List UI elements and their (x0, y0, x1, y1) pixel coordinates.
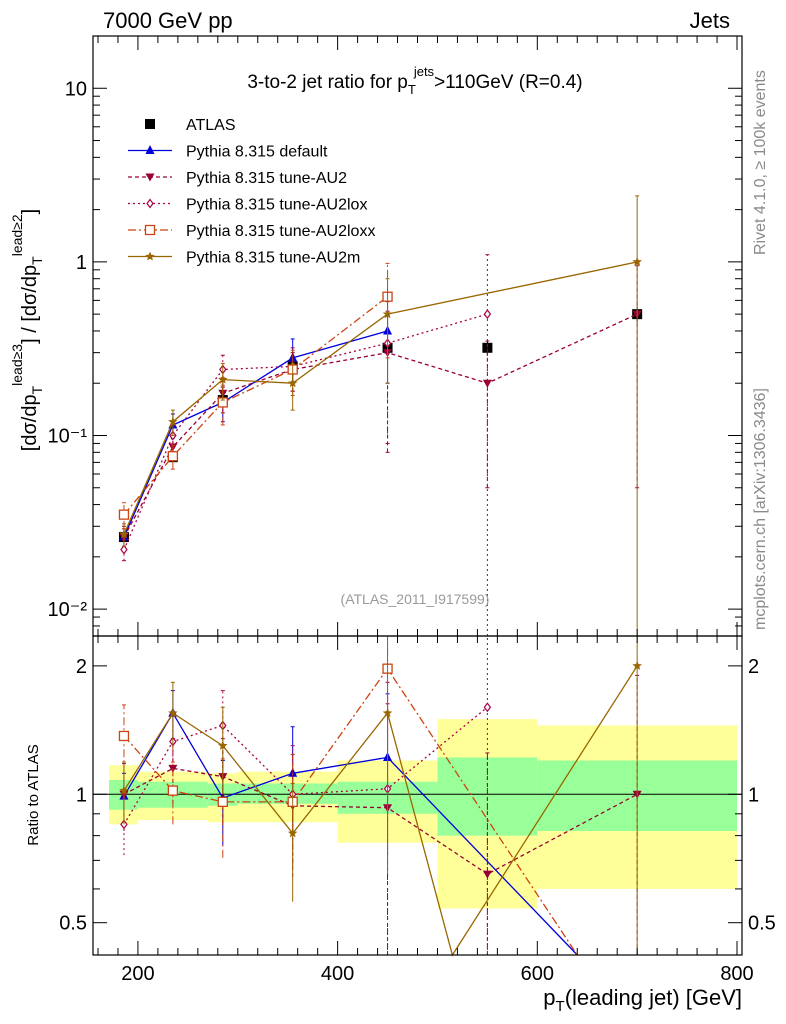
ratio-y-tick-label-right: 2 (748, 656, 759, 678)
title-part-a: 3-to-2 jet ratio for p (247, 72, 408, 93)
legend-label-0: ATLAS (186, 117, 236, 134)
x-tick-label: 800 (720, 963, 753, 985)
main-y-tick-label: 10⁻¹ (48, 425, 88, 447)
ratio-bands (93, 719, 742, 909)
legend-label-5: Pythia 8.315 tune-AU2m (186, 250, 360, 267)
legend-marker-1 (145, 145, 155, 154)
main-axis-ticks: 10 1 10⁻¹ 10⁻² (48, 35, 742, 637)
ratio-y-tick-label-left: 2 (76, 656, 87, 678)
legend-label-1: Pythia 8.315 default (186, 144, 328, 161)
data-point-5-0 (119, 529, 129, 539)
legend: ATLAS Pythia 8.315 default Pythia 8.315 tu… (128, 117, 375, 267)
series-line-1 (123, 330, 388, 538)
legend-marker-5 (145, 251, 155, 261)
ratio-point-2-5 (483, 702, 492, 713)
ratio-point-4-2 (218, 740, 228, 750)
ratio-point-3-1 (167, 785, 179, 796)
series-0 (118, 306, 643, 543)
legend-label-4: Pythia 8.315 tune-AU2loxx (186, 223, 375, 240)
xlabel-a: p (543, 985, 555, 1010)
ratio-point-4-0 (119, 785, 129, 795)
side-label-bottom: mcplots.cern.ch [arXiv:1306.3436] (752, 388, 769, 630)
title-part-sup: jets (413, 64, 435, 79)
data-point-5-1 (168, 416, 178, 426)
legend-label-2: Pythia 8.315 tune-AU2 (186, 170, 347, 187)
series-line-3 (123, 313, 488, 550)
x-tick-label: 400 (321, 963, 354, 985)
data-point-2-5 (482, 379, 492, 388)
data-point-5-4 (382, 309, 393, 319)
data-point-3-5 (483, 309, 492, 320)
ratio-point-4-4 (382, 708, 393, 718)
series-5 (119, 195, 642, 637)
side-label-top: Rivet 4.1.0, ≥ 100k events (752, 70, 769, 255)
main-y-tick-label: 1 (76, 252, 87, 274)
legend-label-3: Pythia 8.315 tune-AU2lox (186, 197, 367, 214)
ratio-point-4-1 (168, 708, 178, 718)
data-point-0-5 (482, 342, 493, 353)
ratio-ylabel: Ratio to ATLAS (25, 744, 42, 845)
series-line-5 (123, 261, 638, 535)
data-point-3-0 (120, 544, 128, 555)
ylabel-sub2: T (29, 256, 45, 265)
ylabel-a: [dσ/dp (19, 394, 41, 451)
ratio-band-inner-3 (237, 783, 338, 804)
ylabel-sup: lead≥3 (9, 344, 25, 386)
main-series-layer (118, 195, 643, 637)
ratio-y-tick-label-right: 0.5 (748, 913, 776, 935)
data-point-4-1 (167, 451, 179, 462)
legend-marker-0 (145, 119, 155, 129)
x-tick-label: 200 (121, 963, 154, 985)
series-line-4 (123, 296, 388, 516)
ratio-point-0-3 (288, 767, 298, 777)
series-4 (118, 262, 393, 530)
ratio-y-tick-label-left: 1 (76, 784, 87, 806)
title-part-b: >110GeV (R=0.4) (434, 72, 583, 93)
ratio-y-tick-label-left: 0.5 (59, 913, 87, 935)
x-tick-label: 600 (521, 963, 554, 985)
ratio-axis-ticks: 200 400 600 800 0.5 0.5 1 1 2 2 (59, 636, 776, 985)
ratio-point-4-3 (287, 828, 298, 838)
main-title: 3-to-2 jet ratio for pTjets>110GeV (R=0.… (247, 64, 582, 97)
main-y-tick-label: 10⁻² (48, 599, 88, 621)
legend-marker-2 (145, 173, 155, 182)
ratio-y-tick-label-right: 1 (748, 784, 759, 806)
series-1 (119, 299, 393, 547)
ratio-point-3-0 (118, 730, 130, 742)
ylabel-b: ] / [dσ/dp (19, 265, 41, 344)
ratio-point-3-2 (217, 796, 228, 808)
ylabel-c: ] (19, 209, 41, 215)
header-right: Jets (690, 8, 730, 33)
analysis-watermark: (ATLAS_2011_I917599) (341, 591, 490, 607)
ylabel-sup2: lead≥2 (9, 214, 25, 256)
main-ylabel: [dσ/dpTlead≥3] / [dσ/dpTlead≥2] (9, 209, 45, 451)
ratio-line-2 (123, 706, 488, 825)
main-y-tick-label: 10 (65, 78, 87, 100)
data-point-5-3 (287, 378, 298, 388)
xlabel-b: (leading jet) [GeV] (565, 985, 742, 1010)
legend-marker-3 (146, 198, 154, 209)
ylabel-sub: T (29, 385, 45, 394)
x-axis-label: pT(leading jet) [GeV] (543, 985, 742, 1015)
legend-marker-4 (144, 224, 156, 236)
data-point-5-2 (218, 374, 228, 384)
xlabel-sub: T (556, 998, 565, 1015)
series-3 (120, 254, 492, 637)
data-point-5-5 (632, 256, 642, 266)
series-2 (119, 265, 642, 551)
ratio-point-4-6 (632, 660, 642, 670)
data-point-4-0 (118, 509, 130, 520)
header-left: 7000 GeV pp (103, 8, 233, 33)
title-part-sub: T (408, 82, 416, 97)
